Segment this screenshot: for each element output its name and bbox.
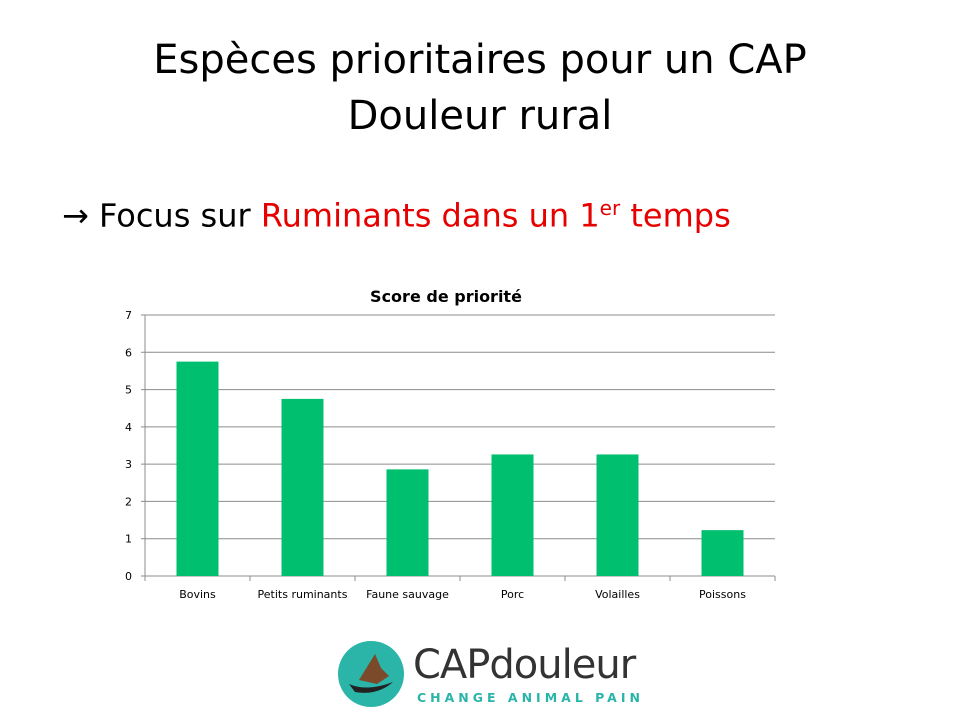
- bar-poissons: [701, 530, 744, 576]
- bullet-superscript: er: [599, 196, 621, 220]
- x-tick-label: Faune sauvage: [366, 588, 449, 601]
- arrow-icon: →: [62, 196, 89, 235]
- title-line-1: Espèces prioritaires pour un CAP: [153, 37, 807, 83]
- y-tick-label: 0: [125, 570, 132, 583]
- bar-bovins: [176, 361, 219, 576]
- bullet-prefix: Focus sur: [98, 196, 261, 235]
- chart-title: Score de priorité: [370, 287, 522, 306]
- bullet-highlight: Ruminants dans un 1: [260, 196, 600, 235]
- y-tick-label: 2: [125, 495, 132, 508]
- bar-petits-ruminants: [281, 398, 324, 576]
- bar-porc: [491, 454, 534, 576]
- slide-title: Espèces prioritaires pour un CAP Douleur…: [0, 32, 960, 144]
- bar-faune-sauvage: [386, 469, 429, 576]
- title-line-2: Douleur rural: [347, 93, 613, 139]
- y-tick-label: 4: [125, 421, 132, 434]
- bullet-suffix: temps: [620, 196, 731, 235]
- x-tick-label: Volailles: [595, 588, 640, 601]
- bar-volailles: [596, 454, 639, 576]
- y-tick-label: 6: [125, 346, 132, 359]
- logo-tagline: CHANGE ANIMAL PAIN: [417, 690, 644, 705]
- x-tick-label: Petits ruminants: [258, 588, 348, 601]
- y-tick-label: 5: [125, 384, 132, 397]
- x-tick-label: Poissons: [699, 588, 746, 601]
- y-tick-label: 7: [125, 309, 132, 322]
- logo-wordmark: CAPdouleur: [413, 642, 636, 688]
- hand-logo-icon: [338, 641, 404, 707]
- bullet-text: → Focus sur Ruminants dans un 1er temps: [62, 196, 731, 235]
- x-tick-label: Porc: [501, 588, 524, 601]
- y-tick-label: 1: [125, 533, 132, 546]
- y-tick-label: 3: [125, 458, 132, 471]
- capdouleur-logo: CAPdouleur CHANGE ANIMAL PAIN: [337, 640, 640, 710]
- x-tick-label: Bovins: [179, 588, 216, 601]
